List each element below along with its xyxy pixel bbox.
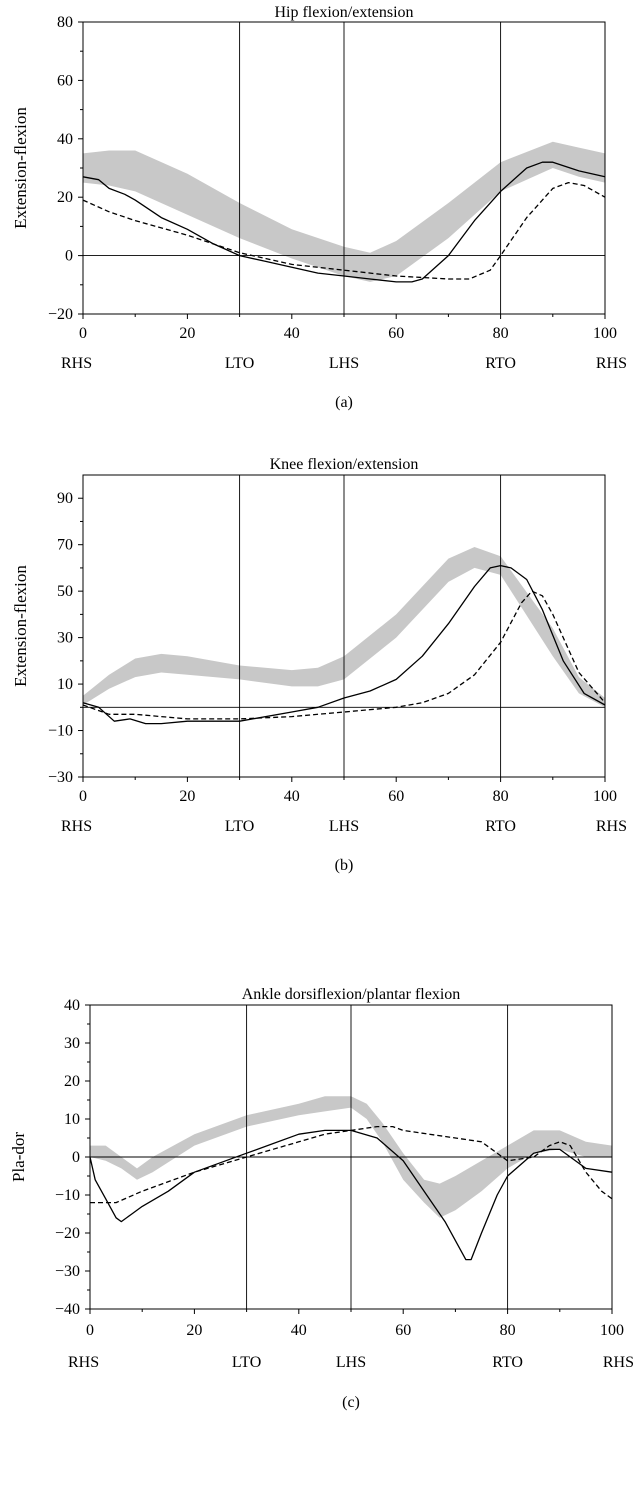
- y-tick-label: 10: [57, 676, 73, 693]
- gait-event-label: RHS: [61, 818, 92, 835]
- series-line-dashed: [82, 181, 606, 280]
- y-tick-label: −10: [55, 1187, 80, 1204]
- y-tick-label: 60: [57, 72, 73, 89]
- gait-event-label: RHS: [68, 1354, 99, 1371]
- y-tick-label: 40: [57, 131, 73, 148]
- chart-title: Knee flexion/extension: [270, 456, 419, 473]
- y-tick-label: 30: [57, 630, 73, 647]
- y-tick-label: 90: [57, 490, 73, 507]
- y-axis-label: Pla-dor: [9, 1132, 28, 1182]
- x-tick-label: 60: [388, 325, 404, 342]
- y-tick-label: 40: [64, 997, 80, 1014]
- y-tick-label: 0: [65, 248, 73, 265]
- panel-caption: (b): [335, 857, 354, 874]
- gait-event-label: RTO: [485, 355, 516, 372]
- chart-panel-2: Knee flexion/extension Extension-flexion −…: [11, 456, 627, 874]
- chart-title: Hip flexion/extension: [274, 4, 413, 21]
- y-tick-label: −20: [48, 306, 73, 323]
- chart-panel-3: Ankle dorsiflexion/plantar flexion Pla-do…: [9, 986, 634, 1411]
- y-tick-label: 20: [57, 189, 73, 206]
- gait-event-label: RTO: [492, 1354, 523, 1371]
- y-axis-label: Extension-flexion: [11, 565, 30, 687]
- gait-event-label: RHS: [603, 1354, 634, 1371]
- x-tick-label: 60: [395, 1322, 411, 1339]
- y-tick-label: 70: [57, 537, 73, 554]
- normative-band: [90, 1096, 612, 1218]
- normative-band: [83, 547, 605, 708]
- gait-event-label: LHS: [336, 1354, 366, 1371]
- series-line-solid: [89, 1129, 613, 1261]
- x-tick-label: 40: [291, 1322, 307, 1339]
- x-tick-label: 40: [284, 325, 300, 342]
- gait-event-label: LHS: [329, 355, 359, 372]
- x-tick-label: 80: [493, 788, 509, 805]
- series-line-dashed: [90, 1125, 613, 1204]
- y-tick-label: 30: [64, 1035, 80, 1052]
- x-tick-label: 40: [284, 788, 300, 805]
- x-tick-label: 0: [79, 325, 87, 342]
- gait-event-label: RTO: [485, 818, 516, 835]
- y-tick-label: 80: [57, 14, 73, 31]
- gait-event-label: RHS: [596, 355, 627, 372]
- panel-caption: (c): [342, 1394, 360, 1411]
- gait-event-label: RHS: [61, 355, 92, 372]
- x-tick-label: 80: [493, 325, 509, 342]
- x-tick-label: 20: [186, 1322, 202, 1339]
- panel-caption: (a): [335, 394, 353, 411]
- gait-event-label: RHS: [596, 818, 627, 835]
- series-line-dashed: [82, 590, 606, 720]
- chart-panel-1: Hip flexion/extension Extension-flexion −2…: [11, 4, 627, 411]
- y-tick-label: −10: [48, 723, 73, 740]
- x-tick-label: 20: [179, 325, 195, 342]
- y-tick-label: −30: [55, 1263, 80, 1280]
- x-tick-label: 20: [179, 788, 195, 805]
- series-line-solid: [82, 161, 606, 283]
- x-tick-label: 100: [593, 788, 617, 805]
- series-line-solid: [82, 564, 606, 725]
- gait-event-label: LTO: [225, 818, 254, 835]
- x-tick-label: 100: [600, 1322, 624, 1339]
- y-tick-label: −30: [48, 769, 73, 786]
- x-tick-label: 0: [86, 1322, 94, 1339]
- y-axis-label: Extension-flexion: [11, 107, 30, 229]
- y-tick-label: 10: [64, 1111, 80, 1128]
- gait-event-label: LHS: [329, 818, 359, 835]
- y-tick-label: −20: [55, 1225, 80, 1242]
- x-tick-label: 60: [388, 788, 404, 805]
- x-tick-label: 80: [500, 1322, 516, 1339]
- gait-event-label: LTO: [232, 1354, 261, 1371]
- x-tick-label: 100: [593, 325, 617, 342]
- y-tick-label: 20: [64, 1073, 80, 1090]
- x-tick-label: 0: [79, 788, 87, 805]
- gait-event-label: LTO: [225, 355, 254, 372]
- y-tick-label: 0: [72, 1149, 80, 1166]
- chart-title: Ankle dorsiflexion/plantar flexion: [242, 986, 461, 1003]
- y-tick-label: 50: [57, 583, 73, 600]
- y-tick-label: −40: [55, 1301, 80, 1318]
